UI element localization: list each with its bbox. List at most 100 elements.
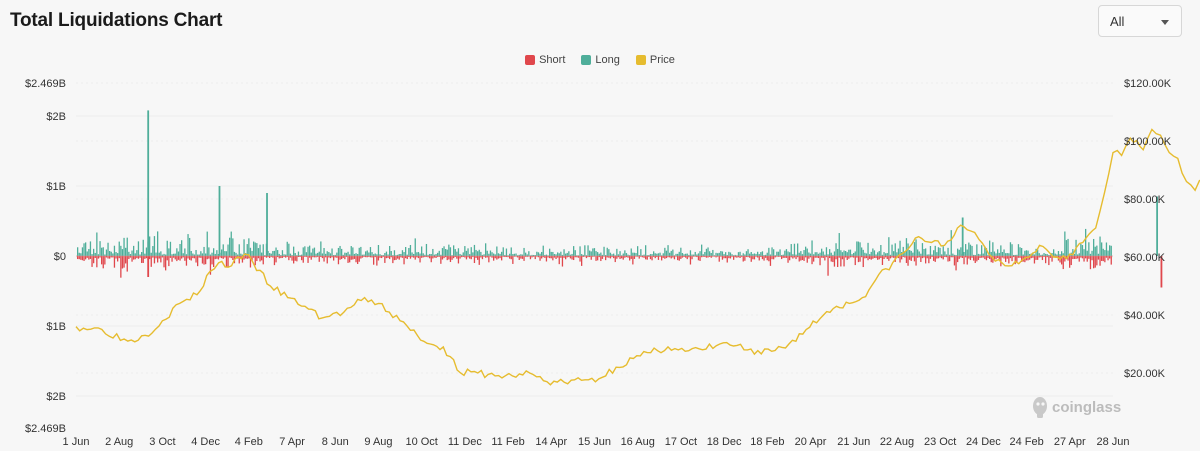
short-bar xyxy=(206,256,208,260)
x-tick-label: 24 Feb xyxy=(1009,436,1043,448)
short-bar xyxy=(374,256,376,258)
long-bar xyxy=(968,242,970,256)
short-bar xyxy=(366,256,368,258)
long-bar xyxy=(216,250,218,256)
short-bar xyxy=(278,256,280,259)
short-bar xyxy=(355,256,357,263)
long-bar xyxy=(299,255,301,256)
short-bar xyxy=(947,256,949,262)
long-bar xyxy=(630,248,632,256)
short-spike-bar xyxy=(147,256,150,277)
long-bar xyxy=(80,253,82,256)
short-bar xyxy=(400,256,402,258)
long-bar xyxy=(896,252,898,256)
short-bar xyxy=(329,256,332,259)
short-bar xyxy=(905,256,908,263)
short-bar xyxy=(931,256,933,257)
short-bar xyxy=(313,256,316,258)
short-bar xyxy=(851,256,853,258)
long-bar xyxy=(1033,254,1036,256)
long-bar xyxy=(253,241,255,256)
short-bar xyxy=(704,256,706,257)
short-bar xyxy=(891,256,893,258)
long-bar xyxy=(181,240,183,256)
short-bar xyxy=(549,256,551,259)
short-bar xyxy=(659,256,661,257)
short-bar xyxy=(757,256,759,258)
short-bar xyxy=(1102,256,1104,262)
short-bar xyxy=(969,256,972,261)
long-bar xyxy=(1014,254,1016,256)
short-bar xyxy=(264,256,266,257)
long-bar xyxy=(107,242,109,256)
legend-item-long[interactable]: Long xyxy=(581,54,620,66)
short-bar xyxy=(437,256,439,257)
short-bar xyxy=(392,256,394,264)
long-bar xyxy=(493,253,495,256)
long-bar xyxy=(465,250,468,256)
short-bar xyxy=(963,256,965,265)
legend-item-short[interactable]: Short xyxy=(525,54,565,66)
short-bar xyxy=(917,256,919,258)
short-bar xyxy=(325,256,327,258)
long-bar xyxy=(86,251,88,256)
long-bar xyxy=(241,254,244,256)
short-bar xyxy=(149,256,151,260)
short-bar xyxy=(134,256,136,260)
x-tick-label: 4 Dec xyxy=(191,436,220,448)
short-bar xyxy=(224,256,226,258)
long-bar xyxy=(573,246,575,256)
short-bar xyxy=(744,256,746,261)
short-bar xyxy=(824,256,826,261)
short-bar xyxy=(792,256,794,259)
long-bar xyxy=(472,252,474,256)
short-bar xyxy=(990,256,992,263)
long-bar xyxy=(705,248,708,256)
short-bar xyxy=(726,256,728,263)
short-bar xyxy=(297,256,300,257)
short-bar xyxy=(793,256,796,258)
short-bar xyxy=(595,256,597,261)
long-bar xyxy=(329,253,332,256)
short-bar xyxy=(411,256,413,258)
short-bar xyxy=(406,256,408,260)
long-bar xyxy=(872,248,874,256)
short-bar xyxy=(987,256,989,258)
short-bar xyxy=(645,256,647,260)
long-bar xyxy=(525,252,527,256)
long-bar xyxy=(137,241,140,256)
legend-item-price[interactable]: Price xyxy=(635,54,675,66)
long-bar xyxy=(184,248,186,256)
short-bar xyxy=(505,256,508,257)
long-bar xyxy=(531,254,533,256)
long-bar xyxy=(369,247,372,256)
short-bar xyxy=(113,256,116,268)
long-bar xyxy=(240,253,242,256)
long-bar xyxy=(803,250,805,256)
time-range-select[interactable]: All xyxy=(1098,5,1182,37)
long-bar xyxy=(1041,254,1044,256)
short-bar xyxy=(465,256,468,260)
short-bar xyxy=(291,256,293,261)
long-bar xyxy=(774,255,776,256)
right-tick-label: $80.00K xyxy=(1124,194,1166,206)
long-bar xyxy=(544,254,546,256)
long-bar xyxy=(795,254,797,256)
short-bar xyxy=(677,256,679,261)
long-bar xyxy=(451,255,453,256)
short-bar xyxy=(417,256,420,259)
short-bar xyxy=(395,256,397,260)
short-bar xyxy=(139,256,141,258)
long-bar xyxy=(205,253,207,256)
long-bar xyxy=(905,238,908,256)
long-bar xyxy=(121,249,124,256)
short-bar xyxy=(195,256,197,263)
long-bar xyxy=(574,250,576,256)
short-bar xyxy=(797,256,799,258)
long-bar xyxy=(499,253,501,256)
long-bar xyxy=(931,254,933,256)
short-bar xyxy=(1061,256,1063,265)
long-bar xyxy=(208,247,210,256)
short-bar xyxy=(675,256,677,257)
